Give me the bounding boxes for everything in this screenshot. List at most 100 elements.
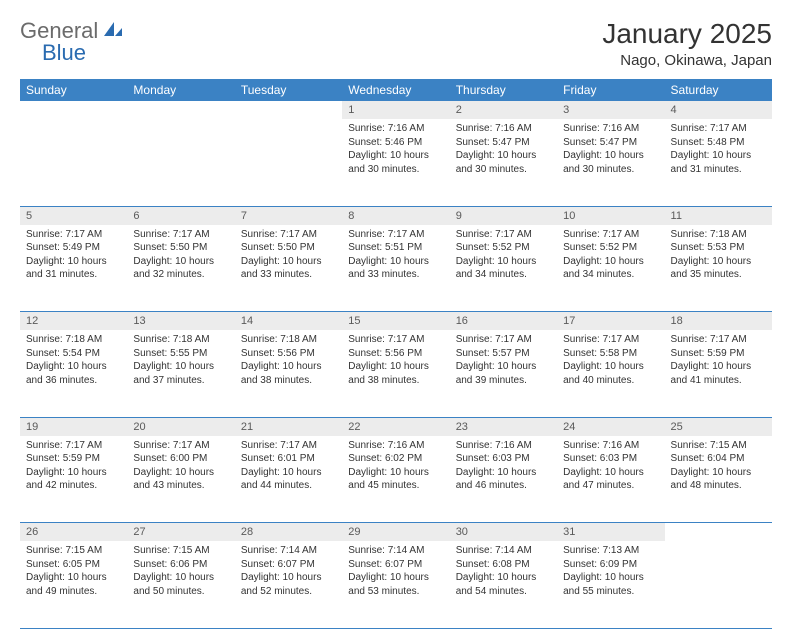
day-number: 8 <box>342 206 449 225</box>
sunrise-line: Sunrise: 7:17 AM <box>456 228 551 242</box>
sunset-line: Sunset: 5:57 PM <box>456 347 551 361</box>
day-cell: Sunrise: 7:17 AMSunset: 5:48 PMDaylight:… <box>665 119 772 206</box>
daylight-line: Daylight: 10 hours and 44 minutes. <box>241 466 336 493</box>
day-cell: Sunrise: 7:14 AMSunset: 6:07 PMDaylight:… <box>342 541 449 628</box>
calendar-body: 1234Sunrise: 7:16 AMSunset: 5:46 PMDayli… <box>20 101 772 628</box>
daylight-line: Daylight: 10 hours and 52 minutes. <box>241 571 336 598</box>
sunrise-line: Sunrise: 7:14 AM <box>456 544 551 558</box>
daylight-line: Daylight: 10 hours and 46 minutes. <box>456 466 551 493</box>
day-number: 25 <box>665 417 772 436</box>
daylight-line: Daylight: 10 hours and 43 minutes. <box>133 466 228 493</box>
sunrise-line: Sunrise: 7:17 AM <box>671 122 766 136</box>
day-cell: Sunrise: 7:17 AMSunset: 5:52 PMDaylight:… <box>450 225 557 312</box>
day-cell: Sunrise: 7:15 AMSunset: 6:06 PMDaylight:… <box>127 541 234 628</box>
day-header: Tuesday <box>235 79 342 101</box>
day-number-row: 262728293031 <box>20 523 772 542</box>
day-cell: Sunrise: 7:16 AMSunset: 5:47 PMDaylight:… <box>557 119 664 206</box>
daylight-line: Daylight: 10 hours and 34 minutes. <box>456 255 551 282</box>
day-number: 1 <box>342 101 449 119</box>
day-number: 5 <box>20 206 127 225</box>
daylight-line: Daylight: 10 hours and 33 minutes. <box>348 255 443 282</box>
daylight-line: Daylight: 10 hours and 31 minutes. <box>26 255 121 282</box>
sunrise-line: Sunrise: 7:17 AM <box>26 228 121 242</box>
calendar: SundayMondayTuesdayWednesdayThursdayFrid… <box>20 79 772 629</box>
sunset-line: Sunset: 6:02 PM <box>348 452 443 466</box>
day-number: 21 <box>235 417 342 436</box>
sunset-line: Sunset: 5:51 PM <box>348 241 443 255</box>
sunrise-line: Sunrise: 7:17 AM <box>563 228 658 242</box>
sunset-line: Sunset: 6:09 PM <box>563 558 658 572</box>
day-number: 27 <box>127 523 234 542</box>
day-number <box>127 101 234 119</box>
sunrise-line: Sunrise: 7:16 AM <box>456 439 551 453</box>
daylight-line: Daylight: 10 hours and 35 minutes. <box>671 255 766 282</box>
sunset-line: Sunset: 6:03 PM <box>456 452 551 466</box>
sunrise-line: Sunrise: 7:17 AM <box>456 333 551 347</box>
day-number: 20 <box>127 417 234 436</box>
sunset-line: Sunset: 6:05 PM <box>26 558 121 572</box>
day-header: Friday <box>557 79 664 101</box>
daylight-line: Daylight: 10 hours and 48 minutes. <box>671 466 766 493</box>
day-header: Thursday <box>450 79 557 101</box>
sunset-line: Sunset: 5:48 PM <box>671 136 766 150</box>
day-number: 6 <box>127 206 234 225</box>
day-number: 10 <box>557 206 664 225</box>
location: Nago, Okinawa, Japan <box>602 52 772 69</box>
day-number: 22 <box>342 417 449 436</box>
day-cell: Sunrise: 7:16 AMSunset: 6:03 PMDaylight:… <box>557 436 664 523</box>
day-cell: Sunrise: 7:17 AMSunset: 5:52 PMDaylight:… <box>557 225 664 312</box>
sunset-line: Sunset: 5:58 PM <box>563 347 658 361</box>
day-number: 31 <box>557 523 664 542</box>
day-cell: Sunrise: 7:18 AMSunset: 5:56 PMDaylight:… <box>235 330 342 417</box>
sunset-line: Sunset: 5:54 PM <box>26 347 121 361</box>
sunrise-line: Sunrise: 7:17 AM <box>348 228 443 242</box>
logo-text-blue: Blue <box>42 40 86 65</box>
daylight-line: Daylight: 10 hours and 38 minutes. <box>348 360 443 387</box>
logo-sail-icon <box>102 20 124 43</box>
day-number <box>235 101 342 119</box>
title-block: January 2025 Nago, Okinawa, Japan <box>602 18 772 69</box>
sunset-line: Sunset: 6:01 PM <box>241 452 336 466</box>
sunset-line: Sunset: 5:59 PM <box>26 452 121 466</box>
day-number: 15 <box>342 312 449 331</box>
day-content-row: Sunrise: 7:16 AMSunset: 5:46 PMDaylight:… <box>20 119 772 206</box>
day-number: 7 <box>235 206 342 225</box>
day-number-row: 1234 <box>20 101 772 119</box>
sunrise-line: Sunrise: 7:15 AM <box>26 544 121 558</box>
sunset-line: Sunset: 6:07 PM <box>348 558 443 572</box>
daylight-line: Daylight: 10 hours and 40 minutes. <box>563 360 658 387</box>
day-cell: Sunrise: 7:16 AMSunset: 5:46 PMDaylight:… <box>342 119 449 206</box>
day-number: 19 <box>20 417 127 436</box>
sunrise-line: Sunrise: 7:17 AM <box>348 333 443 347</box>
sunrise-line: Sunrise: 7:18 AM <box>26 333 121 347</box>
day-content-row: Sunrise: 7:18 AMSunset: 5:54 PM Daylight:… <box>20 330 772 417</box>
sunset-line: Sunset: 5:55 PM <box>133 347 228 361</box>
daylight-line: Daylight: 10 hours and 54 minutes. <box>456 571 551 598</box>
day-number <box>20 101 127 119</box>
sunrise-line: Sunrise: 7:18 AM <box>671 228 766 242</box>
day-content-row: Sunrise: 7:17 AMSunset: 5:49 PMDaylight:… <box>20 225 772 312</box>
sunrise-line: Sunrise: 7:14 AM <box>241 544 336 558</box>
day-cell: Sunrise: 7:14 AMSunset: 6:08 PMDaylight:… <box>450 541 557 628</box>
sunset-line: Sunset: 6:08 PM <box>456 558 551 572</box>
daylight-line: Daylight: 10 hours and 38 minutes. <box>241 360 336 387</box>
daylight-line: Daylight: 10 hours and 49 minutes. <box>26 571 121 598</box>
sunrise-line: Sunrise: 7:17 AM <box>133 228 228 242</box>
sunset-line: Sunset: 6:04 PM <box>671 452 766 466</box>
day-number: 11 <box>665 206 772 225</box>
day-cell <box>235 119 342 206</box>
day-cell: Sunrise: 7:17 AMSunset: 5:49 PMDaylight:… <box>20 225 127 312</box>
sunrise-line: Sunrise: 7:14 AM <box>348 544 443 558</box>
day-cell: Sunrise: 7:15 AMSunset: 6:04 PMDaylight:… <box>665 436 772 523</box>
day-cell: Sunrise: 7:17 AMSunset: 6:01 PMDaylight:… <box>235 436 342 523</box>
sunset-line: Sunset: 5:53 PM <box>671 241 766 255</box>
daylight-line: Daylight: 10 hours and 45 minutes. <box>348 466 443 493</box>
day-number: 24 <box>557 417 664 436</box>
daylight-line: Daylight: 10 hours and 30 minutes. <box>348 149 443 176</box>
day-cell: Sunrise: 7:16 AMSunset: 6:03 PMDaylight:… <box>450 436 557 523</box>
day-header: Monday <box>127 79 234 101</box>
day-number: 28 <box>235 523 342 542</box>
daylight-line: Daylight: 10 hours and 53 minutes. <box>348 571 443 598</box>
day-cell: Sunrise: 7:17 AMSunset: 5:50 PMDaylight:… <box>127 225 234 312</box>
day-cell: Sunrise: 7:18 AMSunset: 5:54 PMDaylight:… <box>20 330 127 417</box>
